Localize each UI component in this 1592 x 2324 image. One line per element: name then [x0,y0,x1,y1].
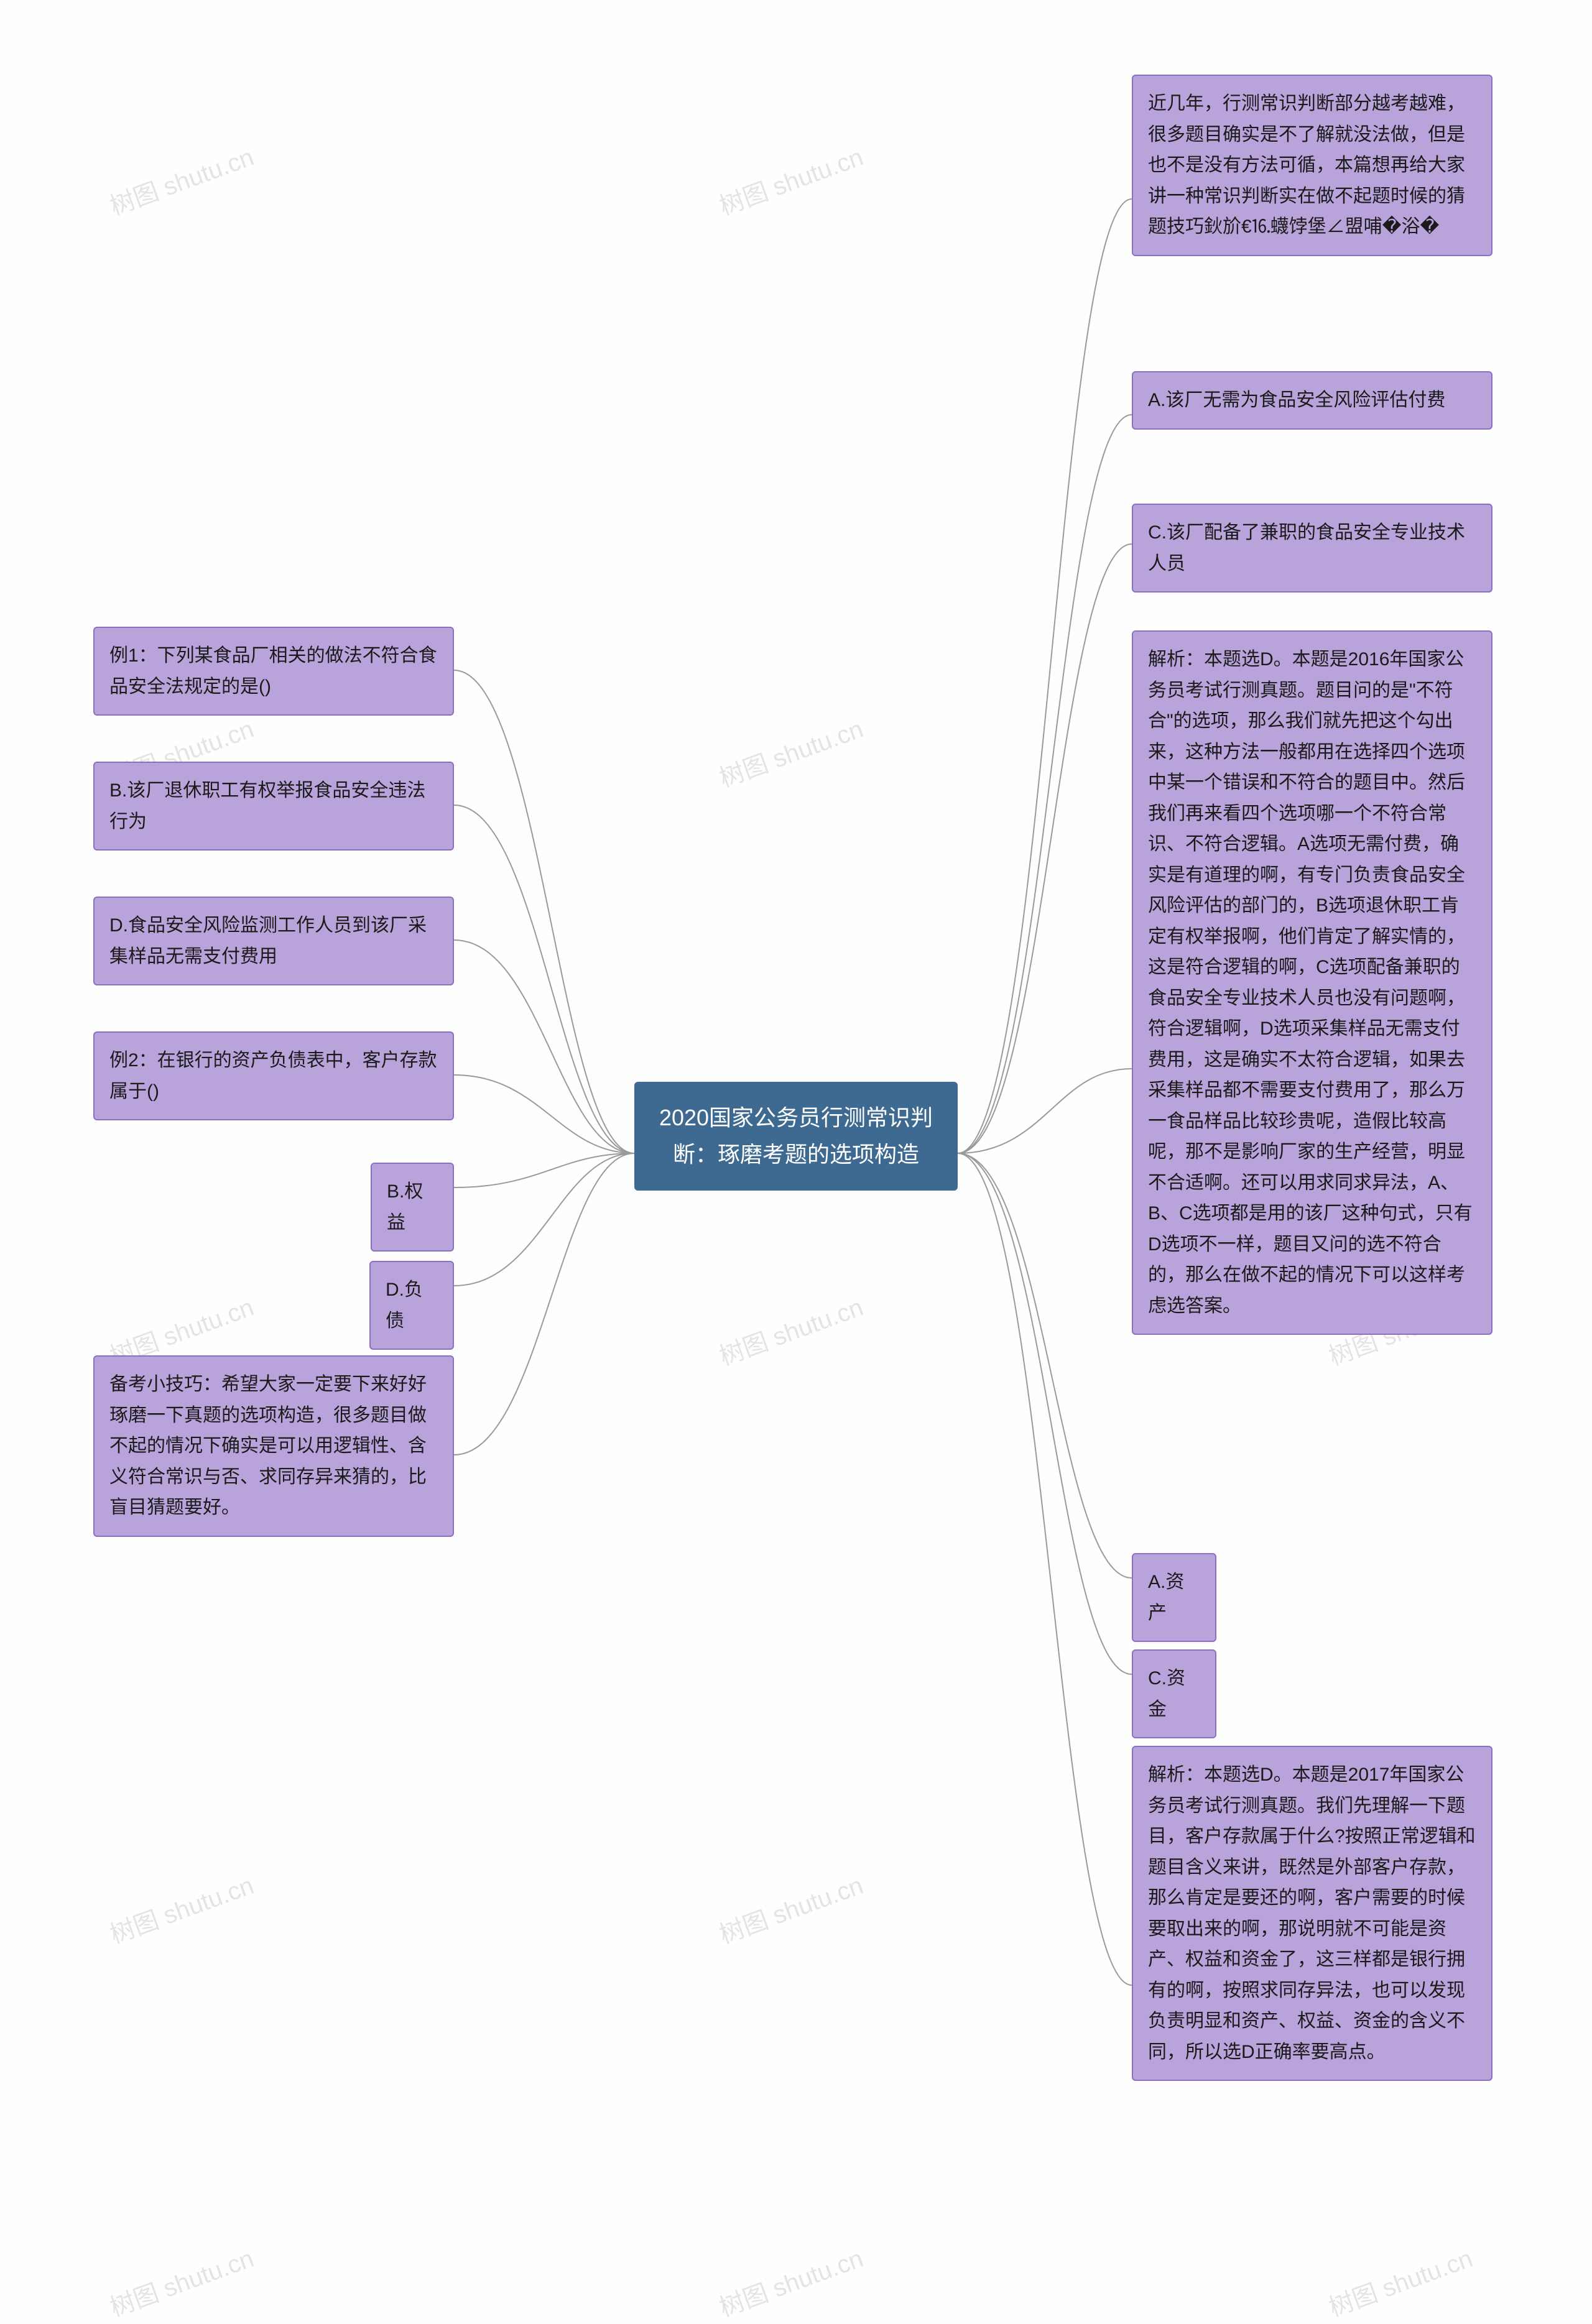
mindmap-node-l5[interactable]: B.权益 [371,1163,454,1252]
mindmap-node-r5[interactable]: A.资产 [1132,1553,1216,1642]
mindmap-node-r7[interactable]: 解析：本题选D。本题是2017年国家公务员考试行测真题。我们先理解一下题目，客户… [1132,1746,1492,2081]
mindmap-node-l3[interactable]: D.食品安全风险监测工作人员到该厂采集样品无需支付费用 [93,897,454,985]
mindmap-node-l6[interactable]: D.负债 [369,1261,454,1350]
mindmap-node-r6[interactable]: C.资金 [1132,1649,1216,1738]
mindmap-node-l7[interactable]: 备考小技巧：希望大家一定要下来好好琢磨一下真题的选项构造，很多题目做不起的情况下… [93,1355,454,1537]
mindmap-node-l2[interactable]: B.该厂退休职工有权举报食品安全违法行为 [93,762,454,851]
mindmap-node-r1[interactable]: 近几年，行测常识判断部分越考越难，很多题目确实是不了解就没法做，但是也不是没有方… [1132,75,1492,256]
mindmap-node-r4[interactable]: 解析：本题选D。本题是2016年国家公务员考试行测真题。题目问的是"不符合"的选… [1132,630,1492,1335]
mindmap-canvas: 2020国家公务员行测常识判断：琢磨考题的选项构造 例1：下列某食品厂相关的做法… [0,0,1592,2307]
mindmap-node-l1[interactable]: 例1：下列某食品厂相关的做法不符合食品安全法规定的是() [93,627,454,716]
mindmap-node-r3[interactable]: C.该厂配备了兼职的食品安全专业技术人员 [1132,504,1492,593]
mindmap-node-l4[interactable]: 例2：在银行的资产负债表中，客户存款属于() [93,1031,454,1120]
center-node[interactable]: 2020国家公务员行测常识判断：琢磨考题的选项构造 [634,1082,958,1191]
mindmap-node-r2[interactable]: A.该厂无需为食品安全风险评估付费 [1132,371,1492,430]
